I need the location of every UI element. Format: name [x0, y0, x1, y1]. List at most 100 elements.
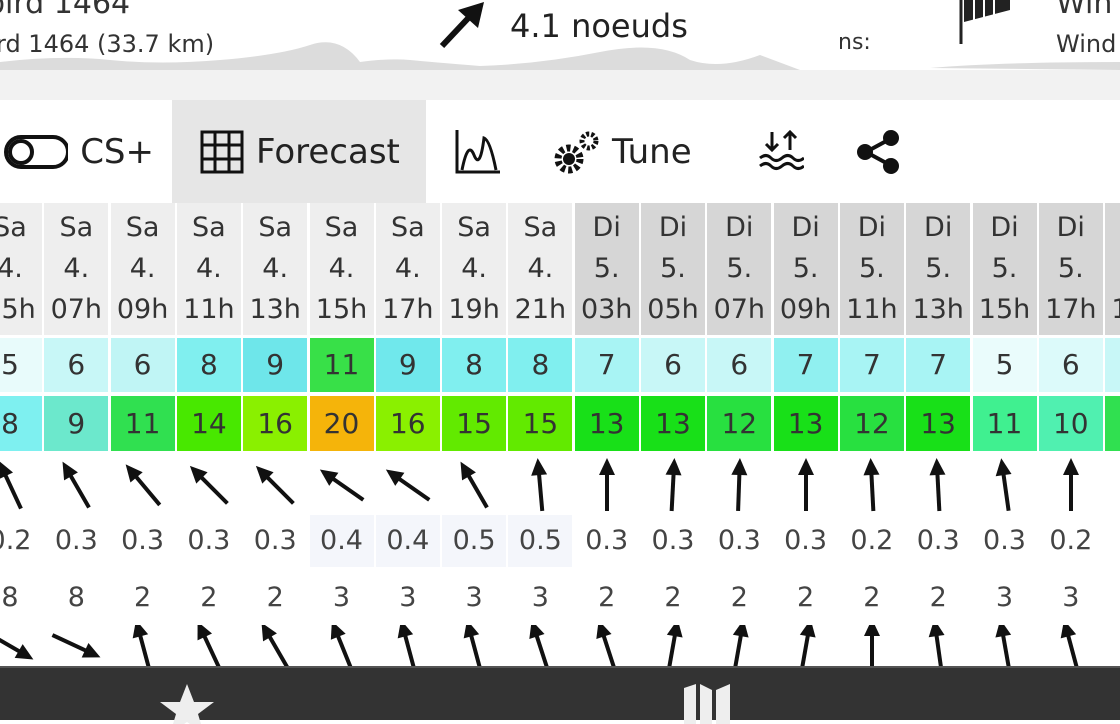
wave-direction-cell [44, 625, 108, 667]
wave-period-cell: 2 [863, 582, 881, 613]
wind-gust-cell: 13 [773, 396, 838, 451]
wind-speed-cell: 8 [176, 338, 241, 392]
wind-gust-cell: 13 [906, 396, 971, 451]
wave-period-cell: 8 [1, 582, 19, 613]
wave-period-cell: 2 [929, 582, 947, 613]
tab-label: Forecast [256, 131, 400, 172]
wave-direction-arrow-icon [928, 625, 945, 667]
wave-direction-cell [575, 625, 639, 667]
wave-height-cell: 0.4 [375, 515, 440, 567]
wave-direction-arrow-icon [1060, 625, 1080, 667]
day-label: Di [1056, 212, 1085, 243]
wind-gust-cell: 12 [707, 396, 772, 451]
wave-direction-cell [376, 625, 440, 667]
time-header: Di 5. 13h [906, 203, 971, 335]
wind-gust-cell: 8 [0, 396, 42, 451]
wind-direction-cell [774, 455, 838, 515]
date-label: 5. [1057, 253, 1084, 284]
wave-period-cell: 2 [797, 582, 815, 613]
wind-gust-cell: 16 [243, 396, 308, 451]
wave-height-cell: 0.3 [972, 515, 1037, 567]
time-header: Sa 4. 21h [508, 203, 573, 335]
toolbar-tabs: CS+ Forecast Tune [0, 100, 1120, 203]
wave-direction-cell [442, 625, 506, 667]
wind-direction-arrow-icon [125, 464, 161, 507]
hour-label: 09h [779, 294, 832, 325]
day-label: Sa [523, 212, 558, 243]
tab-share[interactable] [822, 100, 920, 203]
hour-label: 15h [315, 294, 368, 325]
wind-direction-cell [840, 455, 904, 515]
date-label: 4. [461, 253, 487, 284]
hour-label: 19h [1111, 294, 1120, 325]
date-label: 5. [859, 253, 885, 284]
wave-direction-cell [310, 625, 374, 667]
wave-direction-arrow-icon [732, 625, 749, 667]
wind-direction-cell [906, 455, 970, 515]
wind-direction-arrow-icon [665, 458, 682, 512]
spot-title[interactable]: bird 1464 [0, 0, 131, 21]
wind-speed-cell: 11 [309, 338, 374, 392]
tab-label: CS+ [80, 131, 154, 172]
time-header: Di 5. 15h [972, 203, 1037, 335]
wind-direction-cell [707, 455, 771, 515]
wind-direction-cell [310, 455, 374, 515]
wind-gust-cell: 11 [110, 396, 175, 451]
wind-speed-cell: 9 [375, 338, 440, 392]
wave-direction-arrow-icon [799, 625, 816, 667]
day-label: Sa [192, 212, 226, 243]
tab-cs-plus[interactable]: CS+ [0, 100, 172, 203]
date-label: 5. [726, 253, 753, 284]
time-header: Sa 4. 15h [309, 203, 374, 335]
wave-height-cell: 0.3 [773, 515, 838, 567]
wave-direction-arrow-icon [197, 625, 222, 667]
tide-icon [759, 129, 804, 170]
wave-height-cell: 0.4 [309, 515, 374, 567]
time-header: Sa 4. 13h [243, 203, 308, 335]
tab-label: Tune [612, 131, 692, 172]
wave-period-cell: 8 [67, 582, 85, 613]
time-header: Di 5. 03h [574, 203, 639, 335]
wind-gust-cell: 16 [375, 396, 440, 451]
hour-label: 09h [116, 294, 169, 325]
wind-gust-cell: 14 [176, 396, 241, 451]
wave-direction-cell [973, 625, 1037, 667]
map-icon[interactable] [682, 684, 732, 724]
wind-direction-arrow-icon [1062, 458, 1079, 511]
wind-direction-cell [442, 455, 506, 515]
wave-direction-arrow-icon [595, 625, 617, 667]
wind-direction-arrow-icon [319, 469, 364, 502]
wind-gust-cell: 15 [508, 396, 573, 451]
tab-forecast[interactable]: Forecast [172, 100, 426, 203]
tab-tides[interactable] [718, 100, 822, 203]
wave-direction-cell [906, 625, 970, 667]
wave-height-cell: 0.3 [44, 515, 109, 567]
divider [0, 70, 1120, 100]
day-label: Sa [258, 212, 293, 243]
wave-direction-arrow-icon [261, 625, 290, 667]
tab-tune[interactable]: Tune [526, 100, 718, 203]
wind-direction-cell [1039, 455, 1103, 515]
day-label: Sa [324, 212, 359, 243]
day-label: Di [857, 212, 887, 243]
wind-station-title[interactable]: Win [1056, 0, 1113, 21]
star-icon[interactable] [160, 684, 214, 724]
tab-graph[interactable] [426, 100, 526, 203]
wind-speed-cell: 8 [442, 338, 507, 392]
wind-direction-arrow-icon [863, 458, 880, 512]
wave-direction-cell [707, 625, 771, 667]
hour-label: 07h [713, 294, 766, 325]
windsock-icon [959, 0, 1010, 44]
wind-direction-cell [575, 455, 639, 515]
wave-direction-arrow-icon [397, 625, 417, 667]
wind-gust-cell: 13 [641, 396, 705, 451]
wind-speed-cell: 5 [972, 338, 1037, 392]
wave-direction-cell [774, 625, 838, 667]
date-label: 5. [660, 253, 686, 284]
time-header: Di 5. 17h [1038, 203, 1103, 335]
day-label: Sa [0, 212, 27, 243]
current-wind: 4.1 noeuds [436, 0, 688, 52]
time-header: Di 5. 11h [839, 203, 904, 335]
time-header: Sa 4. 07h [44, 203, 109, 335]
wind-direction-arrow-icon [531, 458, 548, 512]
